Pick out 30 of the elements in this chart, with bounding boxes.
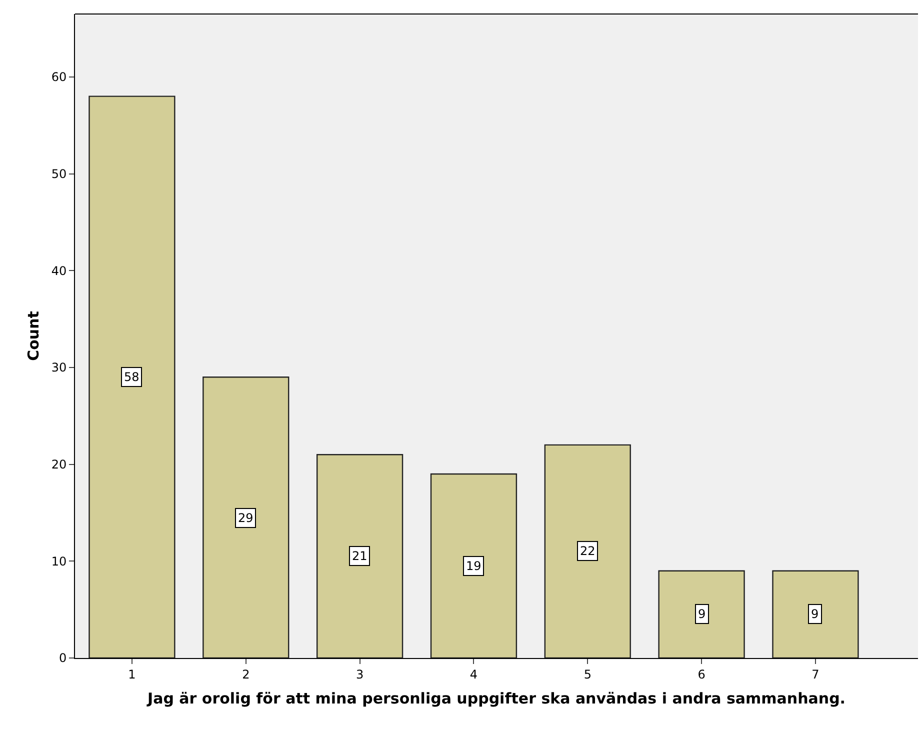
y-tick-label: 30 — [51, 360, 67, 375]
y-tick-label: 40 — [51, 264, 67, 278]
bar — [772, 570, 859, 658]
bar — [430, 473, 518, 658]
bar — [202, 376, 290, 658]
y-tick-label: 10 — [51, 554, 67, 568]
bar — [88, 96, 176, 658]
y-tick-label: 0 — [58, 651, 67, 666]
data-label: 29 — [238, 511, 254, 525]
x-tick-label: 3 — [356, 667, 364, 682]
x-tick-label: 5 — [584, 667, 592, 682]
x-tick-label: 7 — [812, 667, 820, 682]
x-tick-label: 6 — [698, 667, 706, 682]
data-label: 19 — [466, 559, 482, 573]
y-axis-title: Count — [24, 311, 43, 361]
y-tick-label: 20 — [51, 458, 67, 472]
bar — [544, 444, 631, 658]
bar — [658, 570, 745, 658]
data-label: 22 — [580, 544, 596, 558]
x-tick-label: 1 — [128, 667, 136, 682]
x-tick-label: 2 — [242, 667, 250, 682]
y-tick-label: 50 — [51, 166, 67, 181]
data-label: 9 — [698, 607, 706, 621]
bar — [316, 454, 404, 658]
data-label: 21 — [352, 549, 368, 563]
data-label: 9 — [811, 607, 819, 621]
x-axis-title: Jag är orolig för att mina personliga uppgifter ska användas i andra sammanhang. — [146, 689, 846, 708]
x-tick-label: 4 — [470, 667, 478, 682]
data-label: 58 — [124, 370, 140, 384]
y-tick-label: 60 — [51, 70, 67, 84]
